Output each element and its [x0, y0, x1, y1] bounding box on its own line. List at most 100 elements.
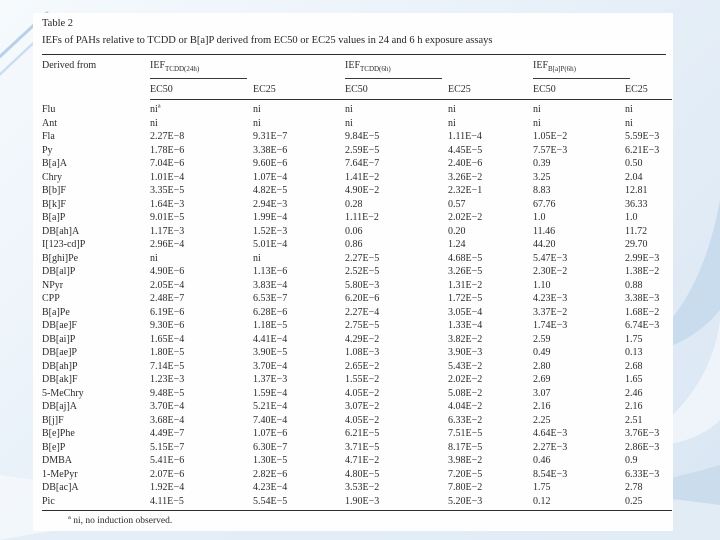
- value-cell: 1.31E−2: [448, 279, 483, 291]
- table-row: B[b]F 3.35E−5 4.82E−5 4.90E−2 2.32E−1 8.83 12.…: [42, 184, 672, 198]
- compound-cell: B[b]F: [42, 185, 66, 196]
- subheader-ec50: EC50: [345, 79, 448, 100]
- value-cell: 8.83: [533, 185, 551, 196]
- group-label: IEF: [345, 60, 360, 71]
- value-cell: ni: [150, 117, 158, 129]
- value-cell: 3.26E−2: [448, 171, 483, 183]
- value-cell: 5.20E−3: [448, 494, 533, 511]
- value-cell: 1.18E−5: [253, 320, 288, 331]
- compound-cell: B[ghi]Pe: [42, 252, 79, 264]
- value-cell: 7.40E−4: [253, 414, 288, 426]
- value-cell: 8.54E−3: [533, 468, 568, 480]
- derived-from-header: Derived from: [42, 60, 97, 71]
- group-header-tcdd-24h: IEFTCDD(24h): [150, 55, 345, 79]
- value-cell: 3.71E−5: [345, 441, 380, 453]
- value-cell: 1.92E−4: [150, 482, 185, 493]
- value-cell: 5.01E−4: [253, 239, 288, 250]
- value-cell: 1.05E−2: [533, 131, 568, 142]
- value-cell: 1.74E−3: [533, 320, 568, 331]
- value-cell: ni: [448, 104, 456, 115]
- table-row: CPP 2.48E−7 6.53E−7 6.20E−6 1.72E−5 4.23E−3 3.…: [42, 292, 672, 306]
- value-cell: 3.38E−6: [253, 144, 288, 156]
- table-caption: IEFs of PAHs relative to TCDD or B[a]P d…: [42, 35, 493, 46]
- value-cell: 1.65: [625, 374, 643, 385]
- value-cell: 1.75: [533, 482, 551, 493]
- value-cell: 2.30E−2: [533, 266, 568, 277]
- value-cell: 0.25: [625, 494, 672, 511]
- value-cell: ni: [625, 104, 633, 115]
- value-cell: 2.65E−2: [345, 360, 380, 372]
- value-cell: 5.15E−7: [150, 441, 185, 453]
- value-cell: 3.70E−4: [150, 401, 185, 412]
- group-label: IEF: [150, 60, 165, 71]
- value-cell: 3.70E−4: [253, 360, 288, 372]
- group-header-tcdd-6h: IEFTCDD(6h): [345, 55, 533, 79]
- value-cell: 1.37E−3: [253, 374, 288, 385]
- value-cell: 1.59E−4: [253, 387, 288, 399]
- value-cell: 0.9: [625, 455, 638, 466]
- value-cell: 9.84E−5: [345, 131, 380, 142]
- table-row: Chry 1.01E−4 1.07E−4 1.41E−2 3.26E−2 3.25 2.04: [42, 171, 672, 185]
- value-cell: 11.46: [533, 225, 556, 237]
- value-cell: 9.48E−5: [150, 387, 185, 399]
- value-cell: 2.96E−4: [150, 239, 185, 250]
- value-cell: 2.04: [625, 171, 643, 183]
- value-cell: 6.21E−5: [345, 428, 380, 439]
- group-header-row: Derived from IEFTCDD(24h) IEFTCDD(6h) IE…: [42, 55, 672, 79]
- value-cell: 2.68: [625, 360, 643, 372]
- table-title: Table 2: [42, 18, 74, 29]
- value-cell: 2.51: [625, 414, 643, 426]
- value-cell: 0.12: [533, 494, 625, 511]
- value-cell: 3.82E−2: [448, 333, 483, 345]
- value-cell: 3.05E−4: [448, 306, 483, 318]
- value-cell: 2.59: [533, 333, 551, 345]
- value-cell: 1.0: [533, 212, 546, 223]
- table-row: B[e]P 5.15E−7 6.30E−7 3.71E−5 8.17E−5 2.27E−3…: [42, 441, 672, 455]
- value-cell: 4.90E−6: [150, 266, 185, 277]
- table-row: B[k]F 1.64E−3 2.94E−3 0.28 0.57 67.76 36.33: [42, 198, 672, 212]
- table-row: DB[ah]P 7.14E−5 3.70E−4 2.65E−2 5.43E−2 2.80 2…: [42, 360, 672, 374]
- value-cell: 0.86: [345, 239, 363, 250]
- value-cell: 0.39: [533, 158, 551, 169]
- table-row: 1-MePyr 2.07E−6 2.82E−6 4.80E−5 7.20E−5 8.54E…: [42, 468, 672, 482]
- table-row: I[123-cd]P 2.96E−4 5.01E−4 0.86 1.24 44.20 29.…: [42, 238, 672, 252]
- compound-cell: DB[al]P: [42, 266, 76, 277]
- compound-cell: DB[ai]P: [42, 333, 76, 345]
- value-cell: 2.05E−4: [150, 279, 185, 291]
- value-cell: 5.47E−3: [533, 252, 568, 264]
- table-row: DB[al]P 4.90E−6 1.13E−6 2.52E−5 3.26E−5 2.30E…: [42, 265, 672, 279]
- table-row: DB[ae]P 1.80E−5 3.90E−5 1.08E−3 3.90E−3 0.49 0…: [42, 346, 672, 360]
- compound-cell: DB[ae]P: [42, 347, 77, 358]
- value-cell: 3.98E−2: [448, 455, 483, 466]
- value-cell: 9.01E−5: [150, 212, 185, 223]
- value-cell: 3.37E−2: [533, 306, 568, 318]
- value-cell: 1.07E−4: [253, 171, 288, 183]
- table-row: B[j]F 3.68E−4 7.40E−4 4.05E−2 6.33E−2 2.25 2.5…: [42, 414, 672, 428]
- value-cell: 2.02E−2: [448, 212, 483, 223]
- compound-cell: DB[ah]A: [42, 225, 80, 237]
- compound-cell: Ant: [42, 117, 57, 129]
- value-cell: ni: [345, 104, 353, 115]
- subheader-ec50: EC50: [533, 79, 625, 100]
- value-cell: 4.45E−5: [448, 144, 483, 156]
- compound-cell: CPP: [42, 293, 60, 304]
- table-body: Flu nia ni ni ni ni ni Ant ni ni ni ni ni ni Fla 2.27E−…: [42, 100, 672, 511]
- value-cell: 9.31E−7: [253, 131, 288, 142]
- value-cell: 5.41E−6: [150, 455, 185, 466]
- value-cell: 6.74E−3: [625, 320, 660, 331]
- compound-cell: Py: [42, 144, 53, 156]
- value-cell: 0.50: [625, 158, 643, 169]
- compound-cell: DB[ae]F: [42, 320, 77, 331]
- value-cell: 6.53E−7: [253, 293, 288, 304]
- value-cell: 1.78E−6: [150, 144, 185, 156]
- value-cell: 2.59E−5: [345, 144, 380, 156]
- value-cell: 1.75: [625, 333, 643, 345]
- value-cell: 6.30E−7: [253, 441, 288, 453]
- value-cell: 2.69: [533, 374, 551, 385]
- value-cell: 2.25: [533, 414, 551, 426]
- value-cell: 0.28: [345, 198, 363, 210]
- value-cell: 8.17E−5: [448, 441, 483, 453]
- compound-cell: NPyr: [42, 279, 64, 291]
- table-row: Py 1.78E−6 3.38E−6 2.59E−5 4.45E−5 7.57E−3 6.2…: [42, 144, 672, 158]
- caption-rule: [42, 54, 666, 55]
